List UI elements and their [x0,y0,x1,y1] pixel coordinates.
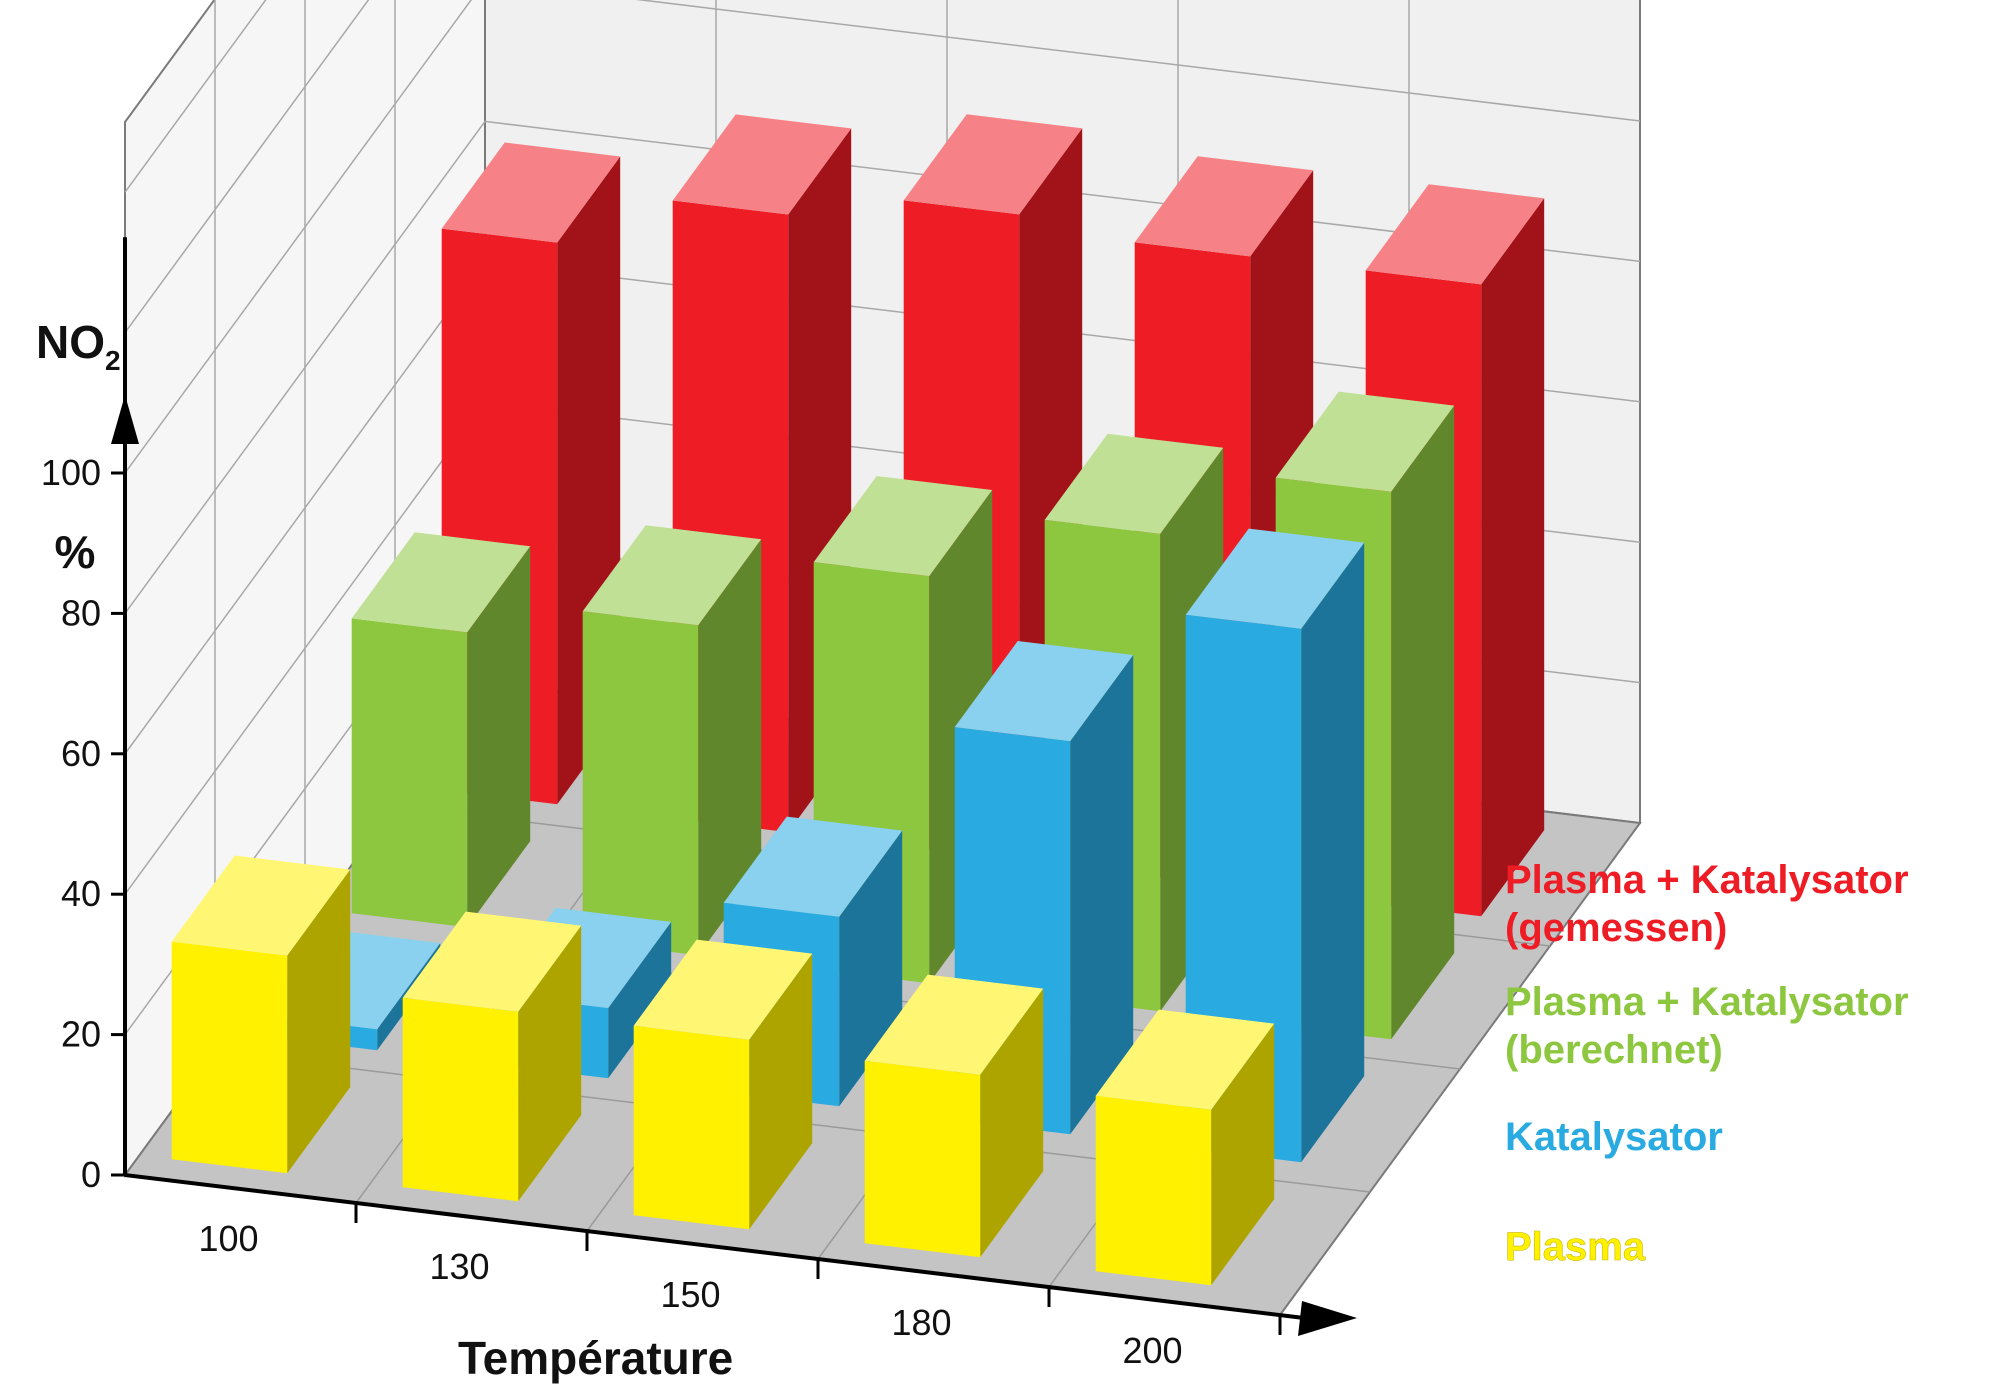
bar-plasma-200 [1095,1009,1275,1286]
bar-front [402,997,519,1202]
axis-layer: 0 20 40 60 80 100 100 130 150 180 200 [41,237,1357,1371]
grid-line [124,0,267,193]
y-axis-label: NO2 [36,316,121,376]
bar-plasma-130 [402,911,582,1202]
x-tick-label: 150 [660,1274,720,1315]
y-tick-label: 40 [61,873,101,914]
y-tick-label: 60 [61,733,101,774]
legend-item-plasma-katalysator-berechnet: Plasma + Katalysator (berechnet) [1505,980,1909,1072]
bar-plasma-katalysator-berechnet-130 [582,525,762,956]
bar-top [954,641,1134,742]
bar-top [171,855,351,956]
bar-layer [171,114,1545,1286]
y-tick-label: 0 [81,1154,101,1195]
bar-side [980,988,1044,1258]
x-axis-label: Température [458,1332,733,1384]
x-tick-label: 130 [429,1246,489,1287]
bar-front [582,611,699,956]
y-tick-label: 100 [41,452,101,493]
bar-top [723,816,903,917]
bar-front [633,1025,750,1230]
bar-top [1095,1009,1275,1110]
bar-top [864,974,1044,1075]
legend-item-plasma: Plasma [1505,1225,1646,1269]
y-axis-arrow [111,395,139,444]
x-axis-arrow [1298,1301,1357,1336]
bar-top [903,114,1083,215]
bar-side [518,925,582,1202]
bar-top [402,911,582,1012]
bar-top [351,532,531,633]
bar-side [1070,655,1134,1135]
bar-top [633,939,813,1040]
bar-top [1044,433,1224,534]
bar-plasma-katalysator-berechnet-100 [351,532,531,928]
bar-plasma-180 [864,974,1044,1258]
bar-top [1185,528,1365,629]
bar-side [287,869,351,1174]
x-tick-label: 200 [1122,1330,1182,1371]
bar-top [1275,391,1455,492]
x-axis-line [124,1173,1305,1320]
y-tick-label: 20 [61,1014,101,1055]
y-axis-unit: % [55,526,96,578]
bar-side [749,953,813,1230]
y-tick-label: 80 [61,592,101,633]
bar-front [864,1060,981,1258]
legend-item-plasma-katalysator-gemessen: Plasma + Katalysator (gemessen) [1505,858,1909,950]
bar-front [171,941,288,1174]
bar-top [813,476,993,577]
bar-plasma-150 [633,939,813,1230]
bar-side [1391,405,1455,1040]
bar-side [1211,1023,1275,1286]
legend-item-katalysator: Katalysator [1505,1115,1723,1159]
grid-line [124,0,1641,474]
bar-top [1365,184,1545,285]
bar-side [608,921,672,1079]
legend: Plasma + Katalysator (gemessen) Plasma + K… [1505,858,1909,1269]
bar-front [1095,1095,1212,1286]
x-tick-label: 180 [891,1302,951,1343]
bar-top [441,142,621,243]
bar-top [582,525,762,626]
x-tick-label: 100 [198,1218,258,1259]
bar-side [467,546,531,928]
bar-front [351,618,468,928]
bar-top [672,114,852,215]
bar-side [1301,542,1365,1163]
bar-plasma-100 [171,855,351,1174]
grid-line [124,0,370,334]
bar-top [1134,156,1314,257]
bar-side [698,539,762,956]
bar-side [1481,198,1545,917]
